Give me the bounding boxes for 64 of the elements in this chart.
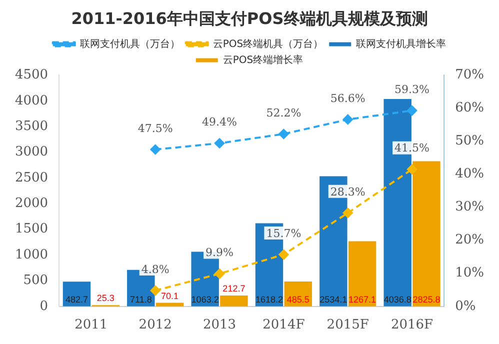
y-tick-label: 500 — [23, 273, 48, 288]
bar — [412, 161, 440, 306]
y-tick-label: 2500 — [14, 170, 48, 186]
chart-title: 2011-2016年中国支付POS终端机具规模及预测 — [71, 8, 428, 28]
point — [407, 106, 418, 116]
point — [342, 114, 353, 124]
data-label: 15.7% — [266, 226, 302, 240]
data-label: 1063.2 — [191, 294, 219, 304]
data-label: 59.3% — [394, 82, 430, 96]
y-tick-label: 4000 — [14, 93, 48, 108]
data-label: 1618.2 — [255, 294, 284, 304]
y2-tick-label: 50% — [455, 134, 484, 149]
bar — [348, 241, 376, 306]
data-label: 482.7 — [65, 294, 88, 304]
y-tick-label: 2000 — [14, 196, 48, 212]
point — [150, 286, 160, 296]
x-tick-label: 2011 — [74, 318, 108, 333]
data-label: 52.2% — [266, 106, 302, 120]
y2-tick-label: 30% — [455, 200, 484, 215]
data-label: 47.5% — [138, 122, 173, 135]
y-tick-label: 4500 — [14, 68, 48, 83]
y2-tick-label: 60% — [455, 100, 484, 116]
point — [150, 144, 160, 155]
legend-label: 联网支付机具增长率 — [356, 38, 446, 50]
data-label: 4.8% — [141, 262, 170, 276]
y-tick-label: 1000 — [14, 247, 48, 262]
y2-tick-label: 40% — [455, 166, 484, 182]
data-label: 485.5 — [286, 294, 310, 304]
x-tick-label: 2016F — [390, 318, 434, 333]
data-label: 28.3% — [330, 185, 366, 198]
data-label: 56.6% — [330, 92, 366, 105]
x-tick-label: 2015F — [326, 318, 369, 333]
legend-label: 云POS终端机具（万台） — [212, 38, 324, 50]
data-label: 2825.8 — [412, 294, 440, 304]
point — [214, 268, 225, 279]
data-label: 4036.8 — [384, 294, 412, 304]
data-label: 41.5% — [394, 142, 430, 155]
point — [214, 138, 225, 148]
point — [278, 128, 289, 139]
y-tick-label: 1500 — [14, 222, 48, 237]
x-tick-label: 2014F — [262, 318, 305, 333]
y2-tick-label: 70% — [455, 68, 484, 83]
legend-label: 联网支付机具（万台） — [80, 38, 180, 50]
point — [278, 250, 289, 260]
data-label: 49.4% — [202, 116, 237, 129]
data-label: 212.7 — [222, 283, 246, 294]
data-label: 70.1 — [161, 290, 179, 301]
y-tick-label: 0 — [40, 298, 48, 314]
bar — [220, 295, 248, 306]
point — [342, 208, 353, 218]
y2-tick-label: 0% — [455, 298, 476, 314]
y2-tick-label: 10% — [455, 266, 484, 281]
data-label: 2534.1 — [320, 294, 348, 304]
data-label: 9.9% — [206, 246, 234, 260]
x-tick-label: 2013 — [202, 318, 236, 333]
x-tick-label: 2012 — [138, 318, 172, 333]
y-tick-label: 3000 — [14, 144, 48, 160]
data-label: 711.8 — [130, 294, 152, 304]
y2-tick-label: 20% — [455, 232, 484, 248]
legend-label: 云POS终端增长率 — [222, 54, 304, 66]
data-label: 1267.1 — [348, 294, 376, 304]
y-tick-label: 3500 — [14, 118, 48, 134]
point — [407, 164, 418, 174]
data-label: 25.3 — [96, 293, 114, 304]
